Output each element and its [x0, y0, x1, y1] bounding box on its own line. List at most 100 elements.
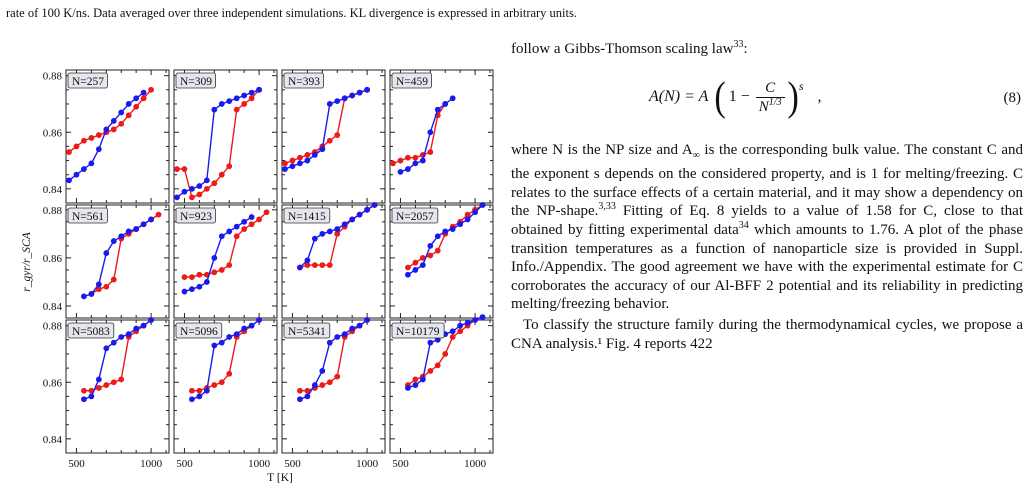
panel-label-box: [283, 322, 331, 339]
data-point: [326, 262, 333, 269]
data-point: [118, 120, 125, 127]
data-point: [118, 233, 125, 240]
series-line: [177, 89, 260, 199]
figure-caption-fragment: rate of 100 K/ns. Data averaged over thr…: [6, 6, 577, 20]
y-tick-label: 0.84: [43, 184, 63, 196]
data-point: [256, 317, 262, 323]
panel-label-box: [67, 207, 108, 224]
data-point: [174, 166, 180, 172]
data-point: [356, 211, 363, 218]
equation-number: (8): [1003, 89, 1022, 106]
data-point: [218, 101, 225, 107]
data-point: [304, 157, 311, 164]
data-point: [196, 393, 203, 400]
data-point: [118, 376, 125, 383]
data-point: [211, 254, 218, 261]
data-point: [189, 274, 195, 281]
data-point: [334, 230, 341, 237]
panel-label-box: [175, 72, 216, 89]
data-point: [427, 252, 434, 259]
data-point: [81, 396, 87, 403]
data-point: [196, 191, 203, 198]
x-tick-label: 1000: [464, 458, 487, 470]
data-point: [289, 163, 296, 170]
panel-6: N=923: [173, 204, 278, 319]
data-point: [88, 291, 95, 297]
series-line: [299, 319, 368, 392]
panel-label: N=5083: [72, 326, 110, 338]
data-point: [334, 373, 341, 380]
data-point: [95, 281, 102, 288]
series-line: [68, 92, 145, 181]
data-point: [81, 293, 87, 300]
x-tick-label: 500: [392, 458, 409, 470]
data-point: [405, 264, 411, 271]
series-line: [299, 319, 368, 400]
panel-1: N=257: [65, 69, 170, 204]
data-point: [203, 177, 210, 184]
data-point: [226, 228, 233, 235]
eq-lhs: A(N) = A: [649, 88, 709, 106]
data-point: [349, 216, 356, 223]
x-tick-label: 500: [68, 458, 85, 470]
panel-frame: [173, 204, 278, 319]
panel-label: N=459: [396, 76, 428, 88]
data-point: [326, 379, 333, 386]
data-point: [196, 271, 203, 278]
data-point: [419, 254, 426, 261]
data-point: [148, 317, 154, 323]
data-point: [427, 149, 434, 155]
data-point: [419, 376, 426, 383]
panel-label-box: [175, 322, 223, 339]
y-tick-label: 0.86: [43, 253, 63, 265]
figure-grid: N=257 N=309 N=393 N=459 N=561 N=923 N=1415 N=20…: [21, 69, 494, 484]
data-point: [364, 206, 370, 213]
data-point: [88, 135, 95, 141]
paragraph-1: where N is the NP size and A∞ is the cor…: [511, 141, 1023, 313]
data-point: [140, 89, 147, 96]
data-point: [133, 325, 140, 332]
data-point: [334, 98, 341, 105]
data-point: [405, 166, 411, 172]
data-point: [189, 194, 195, 201]
panel-label-box: [67, 322, 115, 339]
panel-frame: [65, 204, 170, 319]
data-point: [349, 325, 356, 332]
data-point: [405, 271, 411, 278]
panel-label: N=10179: [396, 326, 440, 338]
data-point: [241, 218, 248, 225]
data-point: [442, 351, 449, 357]
data-point: [133, 103, 140, 110]
data-point: [110, 276, 117, 283]
data-point: [319, 382, 326, 388]
data-point: [326, 228, 333, 235]
data-point: [319, 262, 326, 269]
data-point: [457, 328, 464, 335]
series-line: [176, 89, 260, 198]
data-point: [233, 106, 240, 113]
panel-10: N=5096: [173, 317, 278, 454]
data-point: [297, 154, 303, 161]
data-point: [103, 345, 110, 352]
data-point: [110, 238, 117, 244]
paragraph-2: To classify the structure family during …: [511, 316, 1023, 352]
data-point: [66, 177, 72, 184]
series-line: [184, 216, 252, 293]
series-line: [83, 218, 152, 298]
data-point: [81, 137, 87, 144]
data-point: [226, 98, 233, 105]
data-point: [256, 216, 262, 223]
data-point: [311, 235, 318, 242]
data-point: [110, 118, 117, 124]
data-point: [364, 317, 370, 323]
data-point: [319, 368, 326, 374]
panel-frame: [65, 319, 170, 454]
data-point: [304, 393, 311, 400]
panel-7: N=1415: [281, 202, 386, 319]
data-point: [419, 157, 426, 164]
x-tick-label: 500: [284, 458, 301, 470]
data-point: [95, 146, 102, 153]
panel-frame: [173, 319, 278, 454]
data-point: [464, 319, 471, 326]
data-point: [181, 274, 188, 281]
